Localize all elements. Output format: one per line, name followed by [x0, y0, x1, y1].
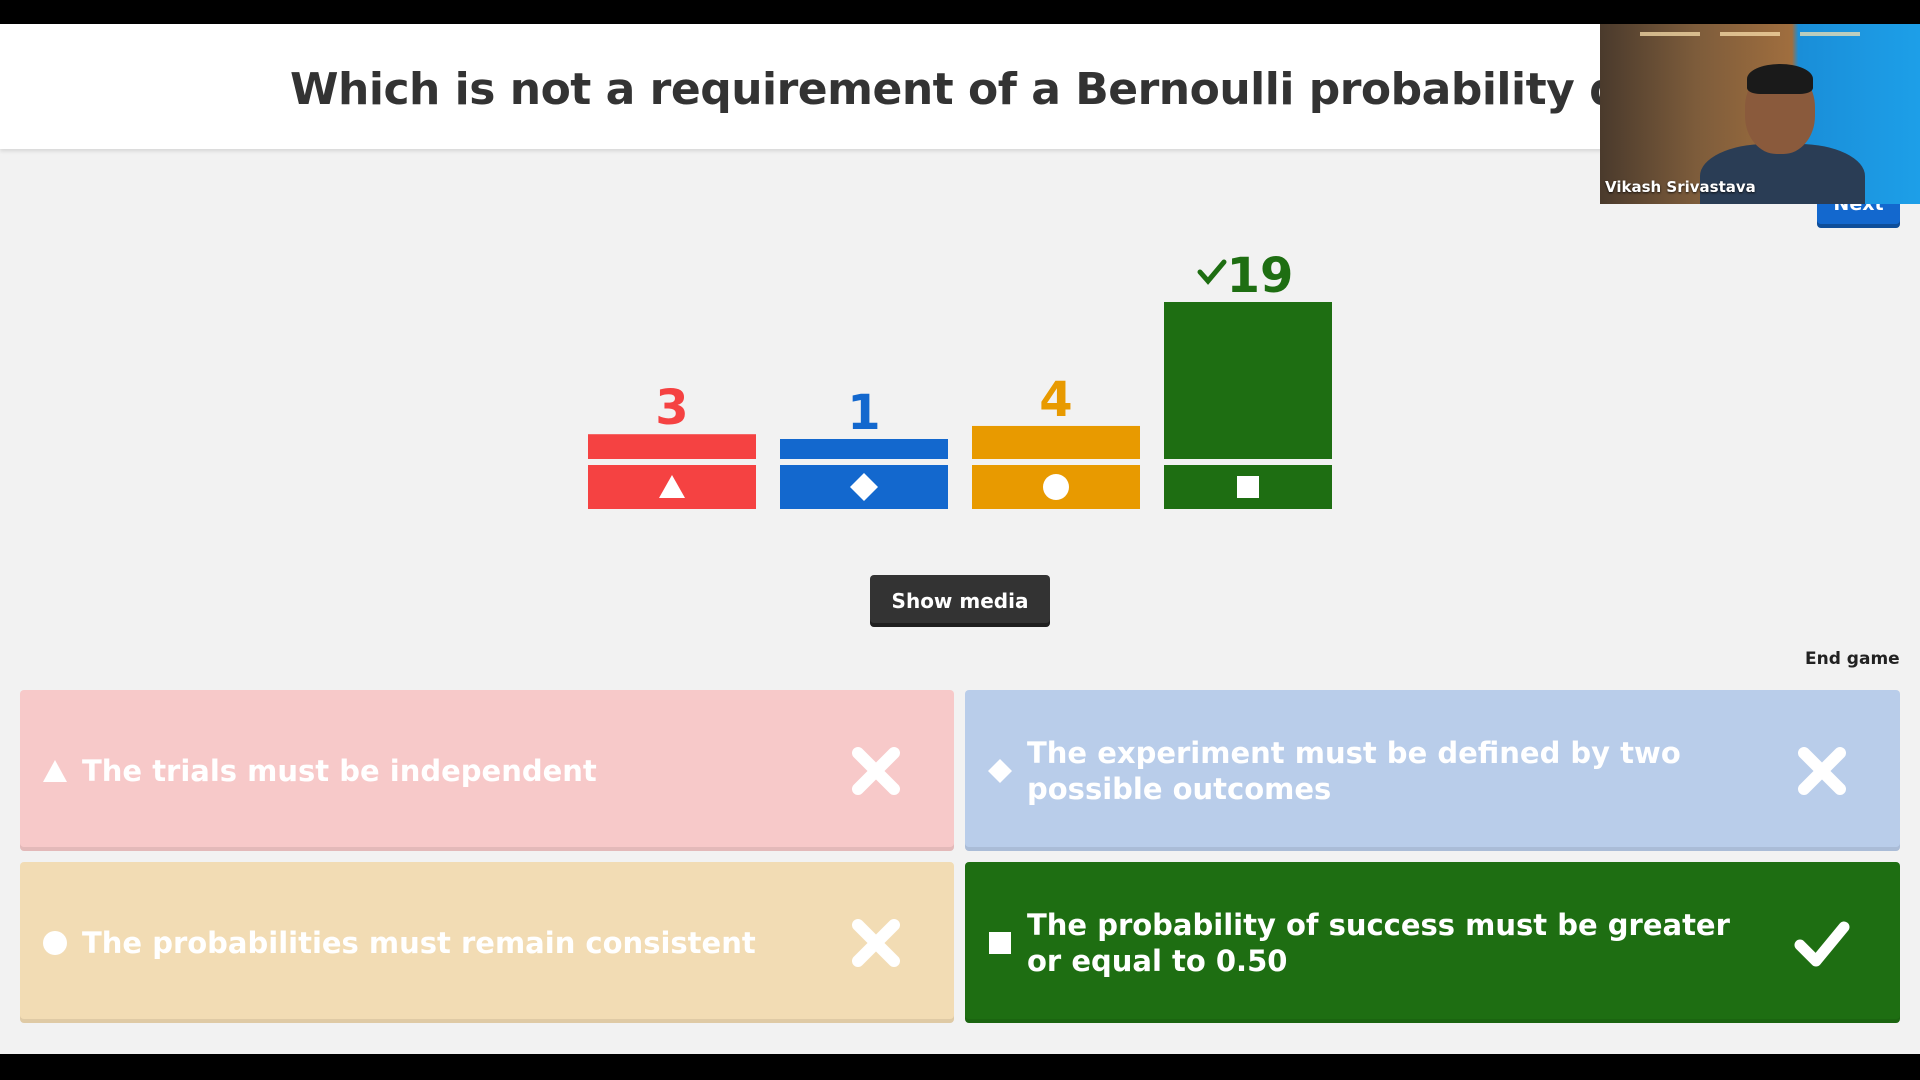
bar-triangle	[588, 434, 756, 459]
answer-text: The experiment must be defined by two po…	[1027, 735, 1681, 806]
bar-circle	[972, 425, 1140, 459]
participant-hair	[1747, 64, 1813, 94]
square-icon	[987, 930, 1013, 956]
bar-diamond	[780, 439, 948, 459]
game-stage: Which is not a requirement of a Bernoull…	[0, 24, 1920, 1054]
end-game-link[interactable]: End game	[1805, 649, 1900, 669]
results-chart: 3 1 4 19	[0, 24, 1920, 584]
bar-square	[1164, 302, 1332, 459]
participant-body	[1700, 144, 1865, 204]
diamond-icon	[987, 758, 1013, 784]
diamond-icon	[850, 473, 878, 501]
question-title: Which is not a requirement of a Bernoull…	[290, 64, 1600, 115]
bar-value-label: 4	[1039, 372, 1072, 428]
circle-icon	[1043, 474, 1069, 500]
square-icon	[1237, 476, 1259, 498]
correct-check-icon	[1197, 259, 1227, 285]
circle-icon	[42, 930, 68, 956]
show-media-button[interactable]: Show media	[870, 575, 1050, 627]
answer-text: The probabilities must remain consistent	[82, 925, 756, 960]
triangle-icon	[42, 758, 68, 784]
incorrect-icon	[846, 741, 906, 801]
answer-option-triangle: The trials must be independent	[20, 690, 954, 851]
triangle-icon	[659, 475, 685, 498]
answer-text: The trials must be independent	[82, 753, 597, 788]
incorrect-icon	[1792, 741, 1852, 801]
incorrect-icon	[846, 913, 906, 973]
correct-check-icon	[1792, 913, 1852, 973]
answer-option-square: The probability of success must be great…	[965, 862, 1900, 1023]
bar-value-label: 19	[1227, 248, 1294, 304]
answer-option-circle: The probabilities must remain consistent	[20, 862, 954, 1023]
bar-value-label: 1	[847, 385, 880, 441]
participant-name: Vikash Srivastava	[1605, 178, 1756, 196]
webcam-video: Vikash Srivastava	[1600, 24, 1920, 204]
results-chart-svg: 3 1 4 19	[588, 248, 1332, 509]
answer-option-diamond: The experiment must be defined by two po…	[965, 690, 1900, 851]
bar-value-label: 3	[655, 380, 688, 436]
answer-text: The probability of success must be great…	[1027, 907, 1730, 978]
